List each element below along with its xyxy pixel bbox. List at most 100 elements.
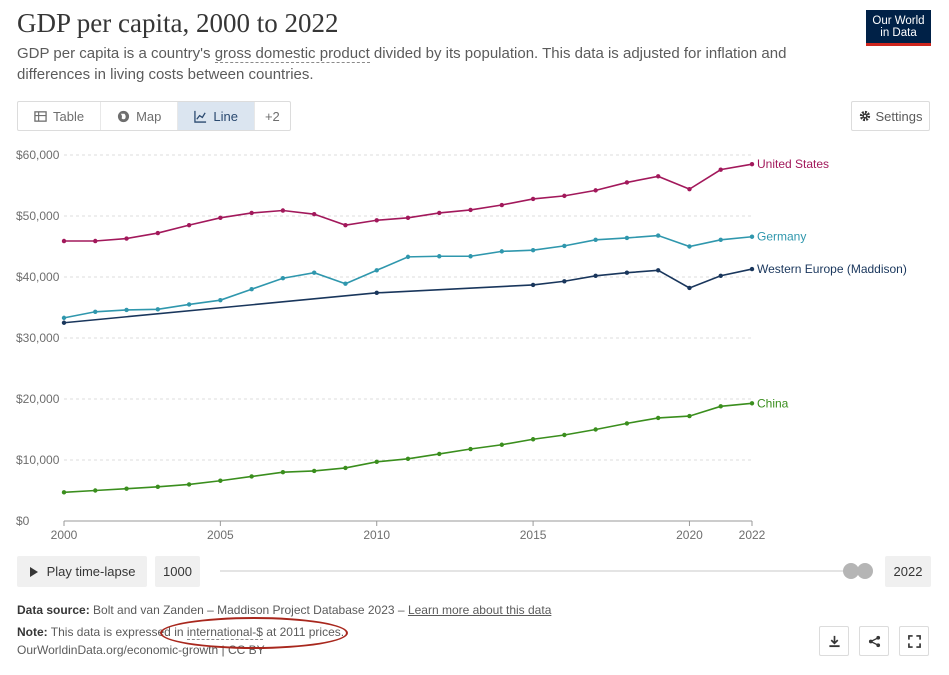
series-label: China: [757, 396, 789, 410]
data-point: [624, 270, 630, 275]
data-point: [343, 222, 348, 228]
data-point: [687, 413, 692, 419]
data-point: [687, 285, 692, 291]
end-year-box[interactable]: 2022: [885, 556, 931, 587]
tab-map[interactable]: Map: [101, 102, 179, 130]
data-point: [562, 279, 567, 284]
data-point: [218, 215, 223, 221]
chart-subtitle: GDP per capita is a country's gross dome…: [17, 43, 817, 85]
data-point: [655, 268, 661, 273]
play-timelapse-button[interactable]: Play time-lapse: [17, 556, 147, 587]
data-point: [374, 459, 379, 465]
share-button[interactable]: [859, 626, 889, 656]
data-point: [61, 320, 67, 325]
data-point: [311, 468, 317, 474]
timeline-start-handle[interactable]: [843, 563, 859, 579]
data-point: [437, 254, 442, 259]
data-source-line: Data source: Bolt and van Zanden – Maddi…: [17, 603, 551, 617]
data-point: [655, 174, 661, 179]
data-point: [437, 210, 442, 216]
data-point: [186, 222, 192, 228]
data-point: [749, 161, 755, 167]
data-point: [93, 488, 98, 493]
data-point: [593, 273, 598, 278]
data-point: [468, 254, 473, 259]
data-point: [374, 218, 379, 223]
settings-label: Settings: [875, 108, 923, 124]
subtitle-text-before: GDP per capita is a country's: [17, 45, 215, 62]
data-point: [718, 404, 723, 409]
series-label: United States: [757, 157, 829, 171]
tab-more[interactable]: +2: [255, 102, 290, 130]
tab-table[interactable]: Table: [18, 102, 102, 130]
red-annotation-ellipse: [160, 617, 348, 649]
y-tick-label: $0: [16, 514, 30, 528]
series-label: Germany: [757, 230, 806, 244]
data-point: [405, 456, 411, 461]
download-icon: [828, 635, 840, 647]
globe-icon: [118, 110, 130, 122]
x-tick-label: 2010: [363, 528, 390, 542]
y-tick-label: $50,000: [16, 209, 60, 223]
data-point: [593, 188, 598, 193]
tab-map-label: Map: [136, 108, 162, 124]
data-point: [343, 281, 348, 286]
data-point: [499, 202, 505, 208]
data-point: [186, 302, 192, 307]
data-point: [530, 247, 536, 253]
data-point: [655, 415, 661, 421]
gear-icon: [859, 110, 870, 122]
data-point: [530, 437, 536, 442]
note-label: Note:: [17, 625, 48, 639]
line-chart: $0 $10,000 $20,000 $30,000 $40,000 $50,000 $60…: [16, 148, 907, 542]
data-point: [562, 243, 567, 249]
data-point: [61, 490, 67, 495]
data-point: [218, 297, 223, 303]
data-point: [124, 307, 129, 313]
data-point: [718, 167, 723, 172]
start-year-box[interactable]: 1000: [155, 556, 200, 587]
data-point: [468, 207, 473, 213]
y-tick-label: $20,000: [16, 392, 60, 406]
tab-more-label: +2: [264, 108, 280, 124]
timeline-track[interactable]: [220, 570, 858, 572]
download-button[interactable]: [819, 626, 849, 656]
y-tick-label: $10,000: [16, 453, 60, 467]
timeline-end-handle[interactable]: [857, 563, 873, 579]
data-point: [624, 180, 630, 185]
data-point: [155, 230, 161, 236]
tab-line[interactable]: Line: [178, 102, 255, 130]
data-point: [374, 290, 379, 296]
series-line: [64, 163, 753, 242]
data-point: [562, 193, 567, 199]
y-tick-label: $40,000: [16, 270, 60, 284]
data-point: [499, 442, 505, 447]
x-tick-label: 2005: [207, 528, 234, 542]
gdp-definition-link[interactable]: gross domestic product: [214, 45, 370, 63]
data-point: [155, 484, 161, 490]
data-point: [530, 282, 536, 288]
data-point: [718, 273, 723, 278]
fullscreen-button[interactable]: [899, 626, 929, 656]
data-point: [61, 315, 67, 321]
x-tick-label: 2000: [51, 528, 78, 542]
x-tick-label: 2015: [520, 528, 547, 542]
owid-logo[interactable]: Our World in Data: [866, 10, 931, 46]
data-point: [593, 237, 598, 242]
table-icon: [34, 110, 47, 122]
data-point: [749, 266, 755, 272]
data-point: [437, 451, 442, 457]
data-point: [624, 421, 630, 426]
data-point: [186, 482, 192, 487]
data-point: [718, 237, 723, 242]
x-tick-label: 2022: [739, 528, 766, 542]
play-label: Play time-lapse: [46, 564, 136, 579]
data-point: [405, 254, 411, 260]
data-point: [687, 244, 692, 249]
data-point: [93, 238, 98, 244]
source-text: Bolt and van Zanden – Maddison Project D…: [93, 603, 408, 617]
settings-button[interactable]: Settings: [851, 101, 930, 131]
data-point: [593, 427, 598, 432]
logo-line2: in Data: [880, 27, 917, 39]
learn-more-link[interactable]: Learn more about this data: [407, 603, 552, 617]
